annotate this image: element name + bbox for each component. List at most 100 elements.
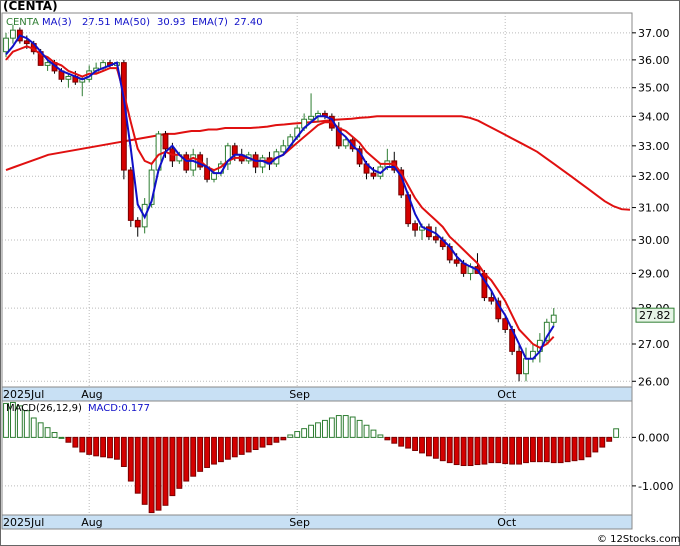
macd-bars-group [3, 401, 620, 514]
macd-bar-negative [273, 436, 280, 443]
candle-up [10, 29, 16, 39]
price-tick-label: 34.00 [638, 110, 670, 123]
macd-bar-negative [72, 436, 79, 448]
price-legend: CENTA MA(3) 27.51 MA(50) 30.93 EMA(7) 27… [6, 17, 263, 28]
macd-bar-negative [439, 436, 446, 462]
x-tick-label: 2025Jul [3, 516, 44, 529]
candle-up [308, 115, 314, 120]
macd-bar-negative [114, 436, 120, 460]
macd-bar-negative [426, 436, 432, 457]
x-tick-label: Aug [81, 516, 102, 529]
macd-bar-negative [107, 436, 113, 459]
macd-legend: MACD(26,12,9) MACD:0.177 [6, 403, 150, 414]
macd-bar-positive [294, 431, 301, 438]
macd-bar-negative [419, 436, 425, 454]
macd-bar-negative [245, 436, 252, 453]
macd-bar-negative [176, 436, 183, 489]
macd-bar-negative [460, 436, 467, 467]
macd-bar-negative [169, 436, 176, 497]
macd-bar-negative [398, 436, 405, 447]
macd-bar-negative [266, 436, 273, 446]
macd-bar-negative [412, 436, 418, 451]
macd-bar-positive [363, 424, 370, 438]
macd-bar-negative [571, 436, 578, 462]
price-tick-label: 36.00 [638, 54, 670, 67]
macd-bar-negative [183, 436, 190, 482]
macd-bar-negative [211, 436, 217, 465]
macd-bar-negative [100, 436, 106, 458]
macd-bar-negative [384, 436, 391, 441]
macd-bar-negative [190, 436, 197, 477]
macd-bar-negative [536, 436, 543, 463]
price-plot-area [1, 12, 633, 388]
macd-bar-negative [509, 436, 516, 465]
macd-bar-negative [231, 436, 238, 458]
candle-down [134, 219, 141, 228]
price-tick-label: 30.00 [638, 234, 670, 247]
price-x-axis: 2025Jul Aug Sep Oct [3, 388, 517, 401]
macd-bar-negative [259, 436, 266, 448]
candle-down [502, 318, 509, 330]
macd-bar-negative [481, 436, 488, 465]
candle-up [523, 358, 529, 375]
last-price-box [635, 307, 675, 323]
candle-down [432, 236, 439, 241]
macd-bar-negative [204, 436, 210, 468]
legend-ma3-label: MA(3) [42, 17, 72, 28]
legend-ema7-label: EMA(7) [192, 17, 228, 28]
price-tick-label: 33.00 [638, 140, 670, 153]
macd-tick-label: -1.000 [638, 480, 673, 493]
x-tick-label: Oct [497, 516, 517, 529]
macd-bar-positive [613, 428, 620, 438]
candle-down [162, 133, 169, 150]
macd-bar-negative [86, 436, 93, 455]
macd-x-axis: 2025Jul Aug Sep Oct [3, 516, 517, 529]
macd-bar-negative [141, 436, 148, 505]
price-tick-label: 32.00 [638, 170, 670, 183]
candle-up [550, 314, 557, 323]
macd-bar-negative [218, 436, 224, 463]
macd-bar-positive [377, 434, 384, 438]
macd-bar-negative [578, 436, 585, 461]
candle-down [127, 169, 134, 221]
macd-panel: 0.000 -1.000 2025Jul Aug Sep Oct [1, 400, 673, 530]
price-tick-label: 26.00 [638, 375, 670, 388]
macd-bar-negative [93, 436, 100, 457]
macd-bar-negative [391, 436, 398, 444]
x-tick-label: Aug [81, 388, 102, 401]
macd-bar-negative [224, 436, 231, 460]
macd-bar-negative [543, 436, 550, 463]
macd-bar-positive [342, 415, 349, 438]
price-tick-label: 37.00 [638, 27, 670, 40]
macd-bar-negative [502, 436, 509, 465]
macd-bar-negative [474, 436, 481, 466]
candle-down [370, 172, 377, 177]
price-tick-label: 31.00 [638, 202, 670, 215]
macd-bar-negative [120, 436, 127, 467]
legend-symbol: CENTA [6, 17, 39, 28]
macd-bar-negative [432, 436, 439, 459]
x-tick-label: Oct [497, 388, 517, 401]
candle-up [342, 139, 349, 147]
macd-bar-positive [356, 419, 363, 438]
macd-bar-negative [516, 436, 522, 465]
x-tick-label: 2025Jul [3, 388, 44, 401]
macd-tick-label: 0.000 [638, 431, 670, 444]
macd-bar-positive [3, 402, 9, 438]
macd-bar-negative [606, 436, 613, 442]
ma-lines-group [5, 34, 555, 360]
price-tick-label: 29.00 [638, 267, 670, 280]
legend-ma50-value: 30.93 [157, 17, 186, 28]
macd-bar-positive [51, 432, 58, 438]
macd-bar-negative [155, 436, 162, 511]
macd-bar-negative [585, 436, 592, 458]
macd-bar-positive [370, 429, 377, 438]
price-panel: 37.00 36.00 35.00 34.00 33.00 32.00 31.00 30.00… [1, 12, 670, 402]
macd-bar-positive [30, 417, 37, 438]
macd-bar-negative [238, 436, 245, 455]
candle-down [23, 40, 30, 45]
candle-up [224, 145, 231, 165]
x-tick-label: Sep [289, 388, 310, 401]
chart-title: (CENTA) [3, 0, 58, 13]
